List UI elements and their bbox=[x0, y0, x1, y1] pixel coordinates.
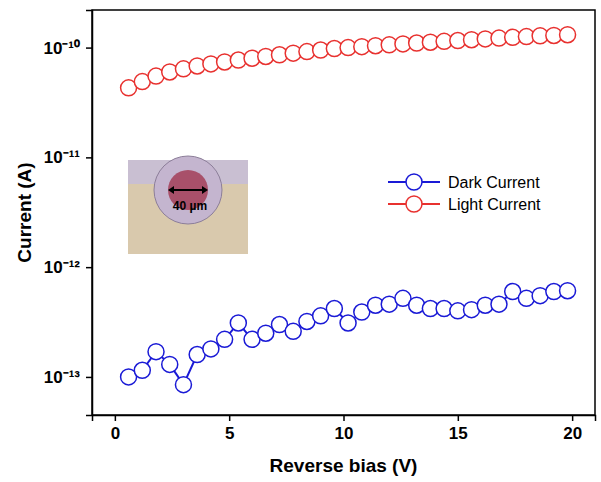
legend-marker bbox=[406, 174, 422, 190]
x-tick-mark bbox=[343, 415, 345, 421]
y-tick-mark bbox=[86, 377, 92, 379]
data-point bbox=[326, 301, 342, 317]
legend: Dark Current Light Current bbox=[388, 174, 541, 213]
plot-frame bbox=[92, 10, 595, 415]
data-point bbox=[217, 331, 233, 347]
x-axis-line bbox=[93, 416, 596, 422]
data-point bbox=[230, 315, 246, 331]
y-tick-label: 10⁻¹³ bbox=[44, 368, 81, 387]
x-tick: 5 bbox=[225, 415, 234, 443]
y-tick: 10⁻¹⁰ bbox=[43, 39, 92, 58]
y-tick-label: 10⁻¹⁰ bbox=[43, 39, 80, 58]
inset-arrow bbox=[170, 189, 206, 191]
x-tick: 0 bbox=[111, 415, 120, 443]
inset-image: 40 µm bbox=[128, 156, 248, 254]
legend-label: Light Current bbox=[448, 196, 541, 213]
inset-background bbox=[128, 160, 248, 254]
y-tick-mark bbox=[86, 47, 92, 49]
data-point bbox=[134, 362, 150, 378]
x-tick-label: 5 bbox=[225, 424, 234, 443]
data-point bbox=[148, 344, 164, 360]
legend-entry: Dark Current bbox=[388, 174, 540, 191]
x-tick-mark bbox=[115, 415, 117, 421]
y-tick-mark bbox=[86, 267, 92, 269]
inset-label: 40 µm bbox=[173, 199, 207, 213]
plot-area: 0 5 10 15 20 10⁻¹³ 10⁻¹² 10⁻¹¹ 10⁻¹⁰ 40 µm Dark Cu… bbox=[43, 10, 595, 443]
x-tick-label: 20 bbox=[563, 424, 582, 443]
x-tick-label: 0 bbox=[111, 424, 120, 443]
legend-label: Dark Current bbox=[448, 174, 540, 191]
x-tick-mark bbox=[458, 415, 460, 421]
data-point bbox=[162, 356, 178, 372]
x-tick-mark bbox=[572, 415, 574, 421]
x-tick: 15 bbox=[449, 415, 468, 443]
data-point bbox=[203, 341, 219, 357]
chart: 0 5 10 15 20 10⁻¹³ 10⁻¹² 10⁻¹¹ 10⁻¹⁰ 40 µm Dark Cu… bbox=[0, 0, 601, 482]
data-point bbox=[560, 283, 576, 299]
x-tick-label: 15 bbox=[449, 424, 468, 443]
y-tick: 10⁻¹¹ bbox=[44, 148, 92, 167]
data-point bbox=[340, 315, 356, 331]
x-tick-label: 10 bbox=[335, 424, 354, 443]
x-tick-mark bbox=[229, 415, 231, 421]
y-axis: 10⁻¹³ 10⁻¹² 10⁻¹¹ 10⁻¹⁰ bbox=[43, 11, 92, 416]
data-point bbox=[175, 377, 191, 393]
x-axis: 0 5 10 15 20 bbox=[93, 415, 596, 443]
inset-ring bbox=[154, 156, 222, 224]
y-axis-line bbox=[86, 11, 93, 416]
x-tick: 10 bbox=[335, 415, 354, 443]
y-tick-mark bbox=[86, 157, 92, 159]
inset-arrowheads bbox=[168, 186, 208, 194]
data-point bbox=[285, 323, 301, 339]
series-line bbox=[129, 291, 568, 385]
x-axis-title: Reverse bias (V) bbox=[270, 455, 418, 476]
series bbox=[121, 283, 576, 393]
legend-entry: Light Current bbox=[388, 196, 541, 213]
y-axis-title: Current (A) bbox=[14, 162, 35, 262]
y-tick: 10⁻¹³ bbox=[44, 368, 92, 387]
x-tick: 20 bbox=[563, 415, 582, 443]
legend-marker bbox=[406, 196, 422, 212]
series bbox=[121, 27, 576, 96]
data-point bbox=[560, 27, 576, 43]
data-point bbox=[491, 296, 507, 312]
y-tick-label: 10⁻¹² bbox=[44, 258, 81, 277]
y-tick: 10⁻¹² bbox=[44, 258, 92, 277]
data-marks bbox=[121, 27, 576, 393]
y-tick-label: 10⁻¹¹ bbox=[44, 148, 81, 167]
